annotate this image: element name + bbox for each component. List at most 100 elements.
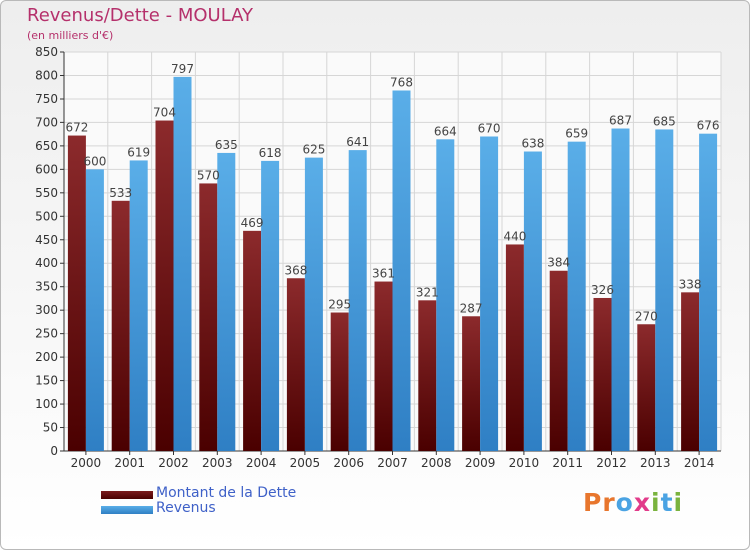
y-tick-label: 300 [35,303,58,317]
data-label-debt: 440 [503,229,526,243]
x-tick-label: 2014 [684,456,715,470]
data-label-revenue: 659 [565,127,588,141]
x-tick-label: 2008 [421,456,452,470]
logo-letter: o [615,488,634,517]
data-label-debt: 368 [284,263,307,277]
bar-revenue [699,133,718,451]
x-tick-label: 2013 [640,456,671,470]
data-label-revenue: 664 [434,124,457,138]
data-label-debt: 338 [679,277,702,291]
bar-debt [286,278,305,451]
legend-label-revenue: Revenus [156,500,216,516]
x-tick-label: 2005 [290,456,321,470]
bar-revenue [129,160,148,451]
y-tick-label: 150 [35,374,58,388]
bar-revenue [85,169,104,451]
y-tick-label: 550 [35,186,58,200]
bar-debt [462,316,481,451]
data-label-revenue: 600 [83,154,106,168]
y-tick-label: 650 [35,139,58,153]
bar-debt [549,270,568,451]
x-tick-label: 2010 [509,456,540,470]
data-label-debt: 361 [372,267,395,281]
data-label-debt: 704 [153,106,176,120]
data-label-revenue: 685 [653,114,676,128]
x-tick-label: 2002 [158,456,189,470]
bar-revenue [436,139,455,451]
bar-revenue [304,157,323,451]
bar-revenue [392,90,411,452]
y-tick-label: 250 [35,327,58,341]
logo-letter: i [673,488,684,517]
x-tick-label: 2007 [377,456,408,470]
data-label-debt: 326 [591,283,614,297]
data-label-debt: 384 [547,256,570,270]
x-tick-label: 2009 [465,456,496,470]
bar-revenue [348,150,367,451]
data-label-debt: 469 [241,216,264,230]
bar-revenue [655,129,674,451]
bar-debt [681,292,700,451]
data-labels: 672 600 533 619 704 797 570 635 469 618 368 625 295 6… [65,62,719,323]
data-label-debt: 270 [635,309,658,323]
y-tick-label: 450 [35,233,58,247]
data-label-debt: 321 [416,285,439,299]
data-label-revenue: 619 [127,145,150,159]
bar-debt [243,230,262,451]
data-label-revenue: 638 [521,137,544,151]
y-tick-label: 500 [35,209,58,223]
logo-letter: r [602,488,616,517]
data-label-revenue: 670 [478,121,501,135]
bars [67,76,718,452]
x-tick-label: 2000 [71,456,102,470]
data-label-debt: 570 [197,168,220,182]
data-label-debt: 295 [328,298,351,312]
bar-revenue [261,160,280,451]
data-label-revenue: 687 [609,114,632,128]
x-tick-label: 2001 [114,456,145,470]
y-tick-label: 50 [43,421,58,435]
y-tick-label: 100 [35,397,58,411]
bar-revenue [217,152,236,451]
data-label-debt: 287 [460,301,483,315]
y-tick-label: 0 [50,444,58,458]
data-label-revenue: 797 [171,62,194,76]
x-tick-label: 2011 [552,456,583,470]
bar-debt [593,297,612,451]
bar-debt [505,244,524,451]
logo-letter: x [633,488,651,517]
bar-revenue [480,136,499,451]
data-label-revenue: 676 [697,119,720,133]
y-tick-label: 350 [35,280,58,294]
logo-letter: P [583,488,603,517]
legend-swatch-revenue [101,506,153,514]
y-tick-label: 850 [35,45,58,59]
legend-swatch-debt [101,491,153,499]
x-tick-label: 2006 [333,456,364,470]
bar-debt [111,200,130,451]
x-tick-label: 2003 [202,456,233,470]
bar-debt [374,281,393,451]
bar-debt [199,183,218,451]
data-label-debt: 672 [65,121,88,135]
chart-subtitle: (en milliers d'€) [27,29,114,42]
y-tick-label: 600 [35,162,58,176]
y-tick-label: 750 [35,92,58,106]
data-label-revenue: 641 [346,135,369,149]
x-tick-label: 2012 [596,456,627,470]
bar-debt [637,324,656,451]
data-label-debt: 533 [109,186,132,200]
y-tick-label: 800 [35,68,58,82]
bar-debt [155,120,174,451]
proxiti-logo: Proxiti [583,488,683,517]
logo-letter: i [651,488,661,517]
bar-revenue [611,128,630,452]
y-tick-label: 700 [35,115,58,129]
legend-label-debt: Montant de la Dette [156,485,297,501]
bar-debt [418,300,437,451]
bar-revenue [173,76,192,452]
data-label-revenue: 618 [259,146,282,160]
x-tick-label: 2004 [246,456,277,470]
